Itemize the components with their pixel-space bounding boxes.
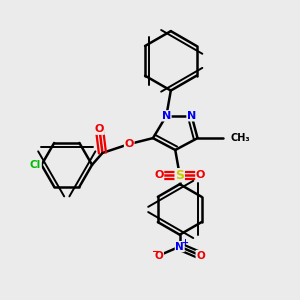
Text: −: −: [151, 247, 158, 256]
Text: N: N: [175, 242, 184, 252]
Text: O: O: [124, 139, 134, 149]
Text: N: N: [162, 111, 171, 121]
Text: O: O: [154, 250, 163, 260]
Text: O: O: [196, 250, 205, 260]
Text: O: O: [154, 170, 164, 180]
Text: CH₃: CH₃: [230, 133, 250, 143]
Text: Cl: Cl: [30, 160, 41, 170]
Text: +: +: [182, 238, 189, 247]
Text: S: S: [175, 169, 184, 182]
Text: N: N: [187, 111, 196, 121]
Text: O: O: [196, 170, 205, 180]
Text: O: O: [95, 124, 104, 134]
